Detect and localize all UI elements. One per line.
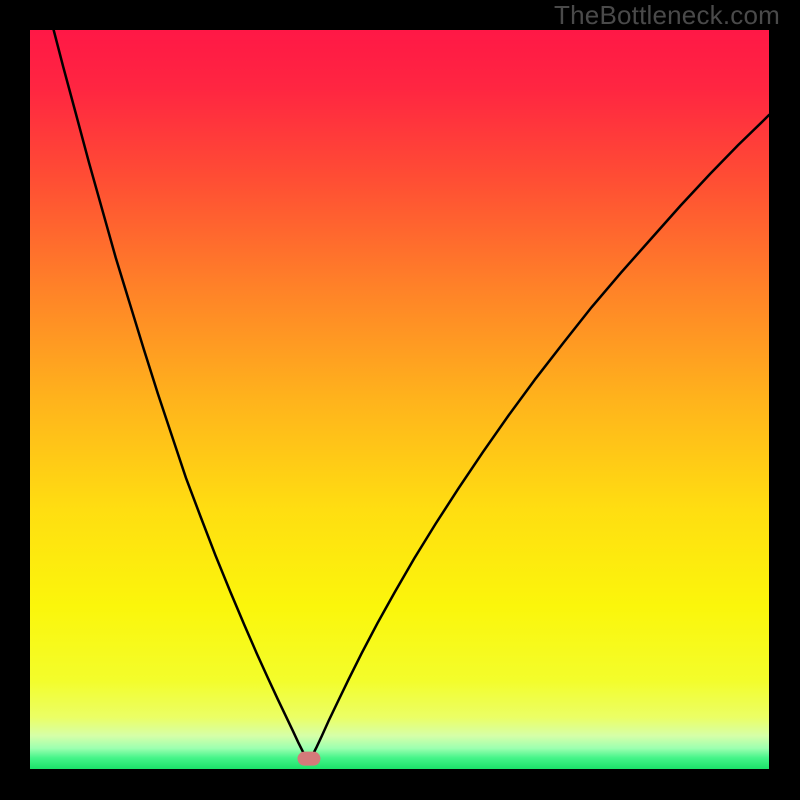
plot-area: [30, 30, 769, 769]
chart-svg: [0, 0, 800, 800]
chart-outer-frame: TheBottleneck.com: [0, 0, 800, 800]
watermark-text: TheBottleneck.com: [554, 0, 780, 31]
min-marker: [298, 752, 320, 765]
